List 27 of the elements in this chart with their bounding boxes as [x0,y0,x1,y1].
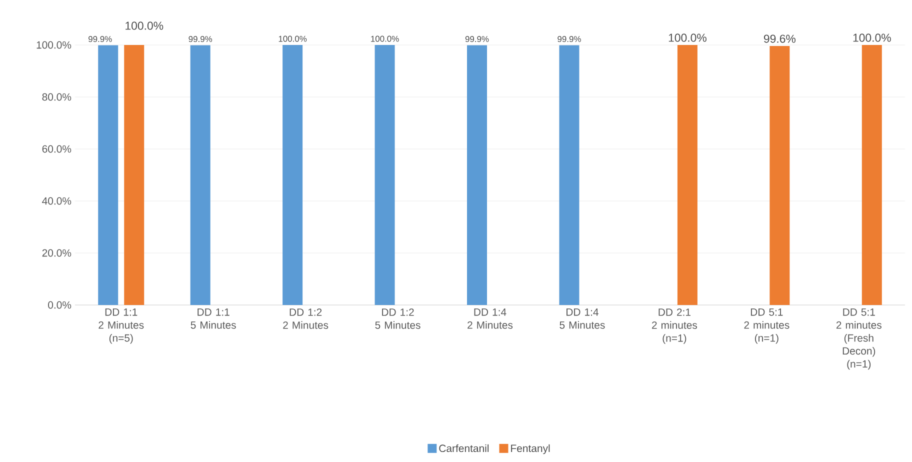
x-tick-label: DD 1:4 2 Minutes [468,308,513,329]
x-tick-label: DD 1:4 5 Minutes [560,308,605,329]
data-label: 100.0% [278,36,307,42]
x-tick-label: DD 1:1 2 Minutes (n=5) [98,308,144,344]
data-label: 100.0% [668,34,706,42]
y-tick-label: 80.0% [42,93,72,101]
data-label: 99.9% [558,36,581,42]
data-label: 99.9% [465,36,489,42]
data-label: 100.0% [853,34,891,42]
data-label: 100.0% [371,36,399,42]
data-label: 99.9% [188,36,212,42]
y-tick-label: 40.0% [42,197,72,205]
data-label: 100.0% [126,22,164,30]
x-tick-label: DD 1:2 2 Minutes [283,308,328,329]
x-tick-label: DD 1:2 5 Minutes [375,308,420,329]
legend-label: Carfentanil [439,444,489,452]
x-tick-label: DD 5:1 2 minutes (n=1) [744,308,790,344]
y-tick-label: 100.0% [36,41,72,49]
data-label: 99.6% [764,34,796,43]
y-tick-label: 60.0% [42,145,72,153]
legend-label: Fentanyl [511,444,550,454]
x-tick-label: DD 1:1 5 Minutes [190,308,236,329]
y-tick-label: 20.0% [42,249,72,257]
x-tick-label: DD 2:1 2 minutes (n=1) [652,308,698,344]
data-label: 99.9% [88,36,112,42]
x-tick-label: DD 5:1 2 minutes (Fresh Decon) (n=1) [836,308,882,370]
y-tick-label: 0.0% [48,301,72,309]
